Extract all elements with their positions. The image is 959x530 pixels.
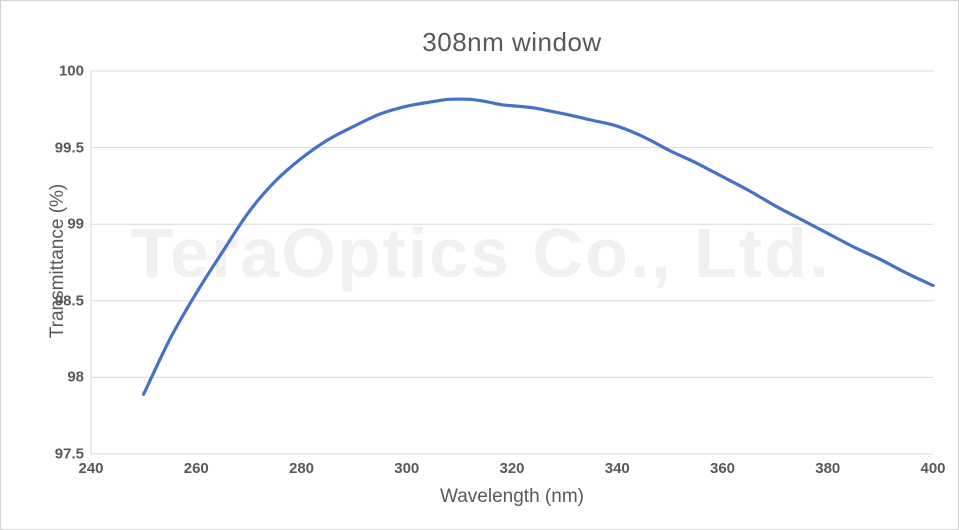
y-axis-title: Transmittance (%) [47, 183, 68, 339]
y-tick-label: 99 [67, 215, 84, 233]
x-tick-label: 240 [78, 460, 104, 477]
x-tick-label: 280 [288, 460, 315, 477]
x-tick-label: 300 [394, 460, 420, 477]
x-tick-label: 380 [815, 460, 841, 477]
x-tick-label: 400 [920, 460, 946, 477]
transmittance-curve [142, 97, 935, 396]
y-tick-label: 99.5 [54, 139, 84, 157]
x-axis-title: Wavelength (nm) [440, 486, 584, 507]
x-tick-label: 320 [499, 460, 525, 477]
x-tick-label: 260 [183, 460, 209, 477]
y-tick-label: 100 [58, 62, 84, 80]
y-tick-label: 98 [67, 368, 84, 386]
chart-title: 308nm window [422, 27, 602, 57]
x-tick-label: 360 [709, 460, 736, 477]
y-tick-label: 97.5 [54, 445, 84, 463]
x-tick-label: 340 [604, 460, 630, 477]
y-tick-label: 98.5 [54, 292, 84, 310]
